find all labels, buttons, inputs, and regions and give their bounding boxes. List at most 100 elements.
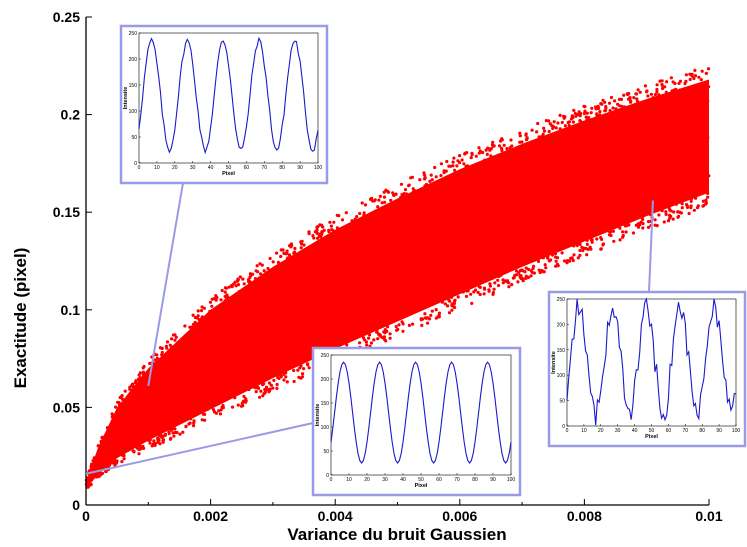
data-point (562, 146, 567, 150)
data-point (528, 251, 533, 255)
data-point (183, 348, 187, 352)
data-point (424, 206, 428, 210)
data-point (609, 233, 613, 238)
data-point (157, 434, 162, 438)
data-point (567, 226, 571, 230)
data-point (227, 285, 231, 289)
data-point (591, 162, 596, 166)
data-point (291, 280, 295, 284)
data-point (621, 230, 625, 234)
data-point (409, 249, 414, 253)
data-point (578, 119, 582, 123)
data-point (397, 276, 401, 280)
data-point (354, 303, 358, 307)
data-point (585, 242, 589, 246)
data-point (433, 165, 437, 170)
inset-x-tick-label: 10 (581, 428, 587, 434)
data-point (578, 253, 582, 257)
data-point (622, 187, 626, 191)
data-point (205, 315, 209, 319)
data-point (482, 202, 486, 206)
data-point (523, 204, 527, 208)
data-point (521, 156, 526, 160)
inset-x-tick-label: 50 (226, 165, 232, 171)
data-point (406, 203, 410, 207)
data-point (667, 192, 671, 196)
data-point (518, 131, 522, 135)
inset-x-tick-label: 40 (400, 477, 406, 483)
data-point (362, 243, 367, 247)
data-point (659, 116, 663, 120)
data-point (128, 428, 132, 432)
data-point (380, 282, 384, 286)
data-point (101, 452, 105, 456)
data-point (264, 346, 268, 350)
data-point (209, 325, 213, 329)
data-point (347, 242, 351, 246)
data-point (598, 196, 602, 200)
inset-y-tick-label: 200 (129, 57, 138, 63)
data-point (122, 422, 126, 426)
data-point (635, 179, 639, 184)
data-point (644, 104, 648, 108)
data-point (629, 149, 633, 153)
data-point (276, 375, 280, 380)
data-point (305, 344, 309, 348)
data-point (502, 143, 506, 147)
data-point (225, 314, 229, 318)
inset-connector (147, 182, 184, 387)
data-point (212, 342, 216, 346)
data-point (385, 325, 390, 329)
data-point (353, 283, 357, 287)
data-point (704, 202, 708, 206)
data-point (705, 168, 709, 172)
data-point (558, 220, 563, 224)
data-point (141, 390, 145, 394)
data-point (496, 278, 500, 282)
data-point (229, 377, 233, 381)
data-point (308, 353, 312, 357)
data-point (262, 321, 266, 325)
data-point (650, 99, 654, 103)
data-point (173, 333, 177, 337)
data-point (599, 236, 603, 240)
data-point (672, 149, 676, 153)
data-point (706, 99, 710, 103)
data-point (606, 192, 611, 196)
data-point (282, 286, 286, 290)
data-point (685, 154, 689, 158)
data-point (250, 352, 255, 357)
data-point (302, 263, 306, 267)
data-point (678, 152, 682, 156)
inset-x-tick-label: 80 (279, 165, 285, 171)
data-point (706, 67, 711, 71)
data-point (283, 361, 287, 366)
data-point (230, 285, 234, 289)
data-point (423, 303, 427, 307)
data-point (398, 257, 402, 261)
data-point (284, 371, 288, 375)
data-point (568, 259, 572, 263)
data-point (109, 444, 113, 448)
data-point (306, 362, 310, 366)
data-point (244, 318, 248, 323)
data-point (567, 123, 571, 128)
data-point (324, 327, 328, 331)
data-point (665, 165, 669, 169)
data-point (431, 231, 435, 235)
data-point (472, 283, 476, 287)
data-point (445, 225, 449, 229)
data-point (604, 176, 609, 180)
data-point (690, 182, 695, 186)
data-point (620, 215, 624, 219)
data-point (101, 465, 105, 470)
data-point (372, 338, 376, 342)
inset-frame (119, 24, 329, 185)
data-point (581, 155, 585, 159)
data-point (132, 439, 136, 443)
data-point (321, 251, 325, 255)
data-point (258, 375, 262, 379)
data-point (514, 269, 519, 273)
data-point (694, 143, 698, 147)
data-point (110, 461, 115, 465)
